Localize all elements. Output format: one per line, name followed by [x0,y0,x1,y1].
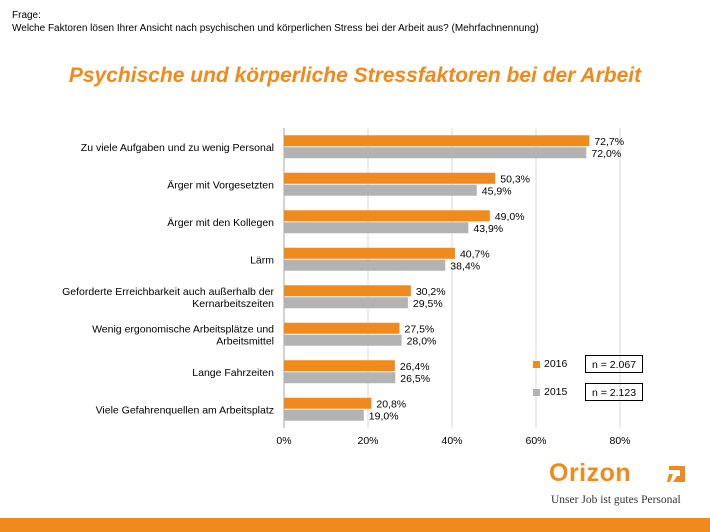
data-label-2016: 49,0% [495,211,525,223]
footer-bar [0,518,710,532]
category-label: Lange Fahrzeiten [192,367,274,379]
data-label-2016: 40,7% [460,248,490,260]
sample-size-2016: n = 2.067 [585,355,643,373]
brand-name: Orizon [549,459,632,487]
bars [284,135,590,421]
x-tick-label: 20% [357,435,378,447]
data-label-2015: 26,5% [400,373,430,385]
x-tick-label: 40% [441,435,462,447]
legend: 2016 n = 2.067 2015 n = 2.123 [533,354,645,402]
legend-item-2015: 2015 [533,382,567,402]
category-label: Zu viele Aufgaben und zu wenig Personal [81,142,274,154]
data-label-2016: 50,3% [500,173,530,185]
category-label: Ärger mit Vorgesetzten [167,179,274,191]
data-label-2015: 72,0% [591,148,621,160]
data-label-2016: 20,8% [376,398,406,410]
question-label: Frage: [12,10,41,21]
data-label-2016: 72,7% [594,136,624,148]
question-text: Welche Faktoren lösen Ihrer Ansicht nach… [12,23,539,34]
sample-size-2015: n = 2.123 [585,383,643,401]
data-label-2016: 27,5% [405,323,435,335]
bar-2015 [284,334,402,346]
data-label-2015: 38,4% [450,260,480,272]
x-tick-label: 0% [276,435,291,447]
chart-title: Psychische und körperliche Stressfaktore… [68,64,642,87]
legend-swatch-2016 [533,360,540,368]
category-label: Geforderte Erreichbarkeit auch außerhalb… [62,286,274,310]
bar-2016 [284,322,400,334]
category-label: Viele Gefahrenquellen am Arbeitsplatz [96,404,274,416]
bar-2015 [284,297,408,309]
data-label-2015: 29,5% [413,298,443,310]
legend-item-2016: 2016 [533,354,567,374]
bar-2015 [284,409,364,421]
bar-2016 [284,247,455,259]
data-label-2015: 45,9% [482,185,512,197]
brand-slogan: Unser Job ist gutes Personal [551,494,681,506]
chart-labels: 0% 20% 40% 60% 80% Zu viele Aufgaben und zu w… [62,136,630,447]
bar-2015 [284,147,587,159]
data-label-2015: 19,0% [369,410,399,422]
bar-2015 [284,184,477,196]
data-label-2016: 26,4% [400,361,430,373]
legend-label-2015: 2015 [544,386,568,398]
legend-label-2016: 2016 [544,358,568,370]
bar-2015 [284,222,469,234]
brand-logo: Orizon Unser Job ist gutes Personal [541,459,691,509]
orizon-logo-icon [667,466,685,482]
bar-2016 [284,172,496,184]
bar-2016 [284,285,411,297]
bar-2016 [284,360,395,372]
data-label-2015: 28,0% [407,335,437,347]
category-label: Wenig ergonomische Arbeitsplätze und Arbe… [92,323,274,347]
bar-2016 [284,210,490,222]
legend-swatch-2015 [533,388,540,396]
category-label: Lärm [250,254,274,266]
bar-2015 [284,259,446,271]
bar-2016 [284,397,372,409]
x-tick-label: 80% [609,435,630,447]
bar-chart: 0% 20% 40% 60% 80% Zu viele Aufgaben und zu w… [62,128,631,447]
data-label-2016: 30,2% [416,286,446,298]
bar-2016 [284,135,590,147]
x-tick-label: 60% [525,435,546,447]
bar-2015 [284,372,396,384]
data-label-2015: 43,9% [473,223,503,235]
category-label: Ärger mit den Kollegen [167,217,274,229]
